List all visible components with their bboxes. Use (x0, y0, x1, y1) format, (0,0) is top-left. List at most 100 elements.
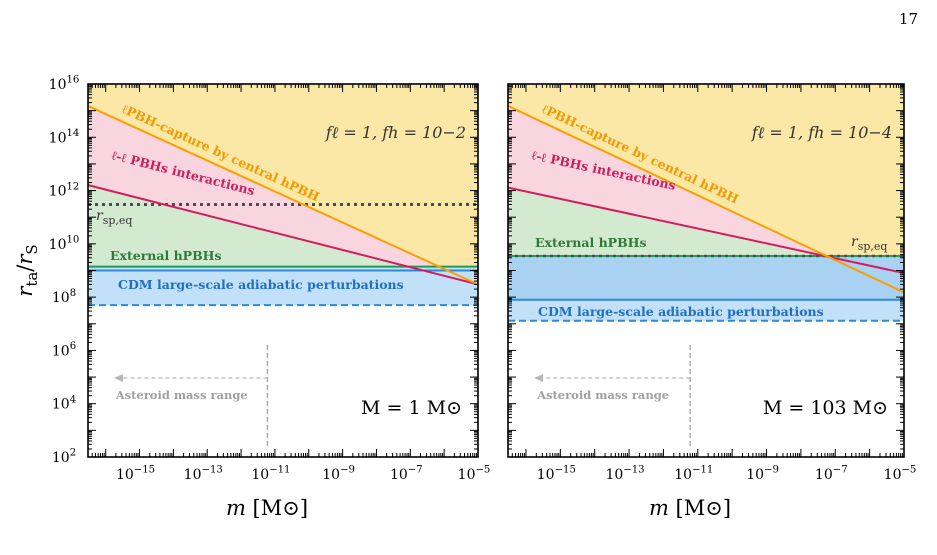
x-tick-label-base: 10 (390, 467, 408, 483)
x-tick-label-exp: −13 (623, 465, 644, 476)
label-external-hpbh: External hPBHs (535, 235, 646, 250)
region-cdm-light (508, 299, 904, 321)
asteroid-arrow-head (114, 374, 123, 382)
y-tick-label: 108 (52, 288, 76, 306)
y-tick-label-base: 10 (52, 397, 70, 413)
y-tick-label: 1014 (49, 128, 80, 146)
label-rsp-sub: sp,eq (858, 240, 888, 253)
y-tick-label-exp: 8 (70, 288, 76, 299)
x-tick-label: 10−15 (116, 465, 155, 483)
label-rsp-eq: rsp,eq (851, 234, 887, 253)
x-tick-label-base: 10 (458, 467, 476, 483)
x-axis-label-var: m (649, 496, 669, 520)
y-tick-label-base: 10 (52, 343, 70, 359)
x-tick-label: 10−9 (322, 465, 355, 483)
line-capture (88, 105, 478, 286)
region-capture (88, 84, 478, 285)
label-rsp-base: r (96, 208, 104, 224)
x-tick-label: 10−7 (815, 465, 848, 483)
x-tick-label: 10−5 (458, 465, 491, 483)
x-tick-label: 10−13 (184, 465, 223, 483)
x-tick-label-base: 10 (746, 467, 764, 483)
y-label-r1: r (13, 285, 37, 297)
x-tick-label-exp: −9 (764, 465, 779, 476)
label-rsp-base: r (851, 234, 859, 250)
region-cdm (88, 266, 478, 306)
mass-label: M = 1 M⊙ (361, 397, 462, 419)
y-tick-label-exp: 14 (67, 128, 80, 139)
region-cdm-dark (508, 256, 904, 300)
label-cdm: CDM large-scale adiabatic perturbations (538, 304, 824, 319)
x-tick-label-exp: −11 (692, 465, 713, 476)
x-axis-label-var: m (226, 496, 246, 520)
x-tick-label-exp: −13 (202, 465, 223, 476)
asteroid-label: Asteroid mass range (115, 388, 248, 402)
asteroid-label: Asteroid mass range (536, 388, 669, 402)
y-tick-label-base: 10 (52, 290, 70, 306)
x-tick-label: 10−11 (674, 465, 713, 483)
y-tick-label-base: 10 (49, 237, 67, 253)
x-tick-label-base: 10 (251, 467, 269, 483)
y-tick-label: 1010 (49, 235, 80, 253)
x-tick-label: 10−7 (390, 465, 423, 483)
x-tick-label: 10−5 (884, 465, 917, 483)
label-external-hpbh: External hPBHs (110, 248, 221, 263)
line-ll-interactions (88, 184, 478, 286)
x-tick-label: 10−13 (606, 465, 645, 483)
y-label-sub1: ta (23, 272, 41, 287)
x-axis-label: m [M⊙] (649, 496, 731, 520)
region-capture (508, 84, 904, 293)
y-tick-label-exp: 10 (67, 235, 80, 246)
x-tick-label-exp: −5 (475, 465, 490, 476)
y-tick-label-exp: 6 (70, 341, 76, 352)
x-tick-label-base: 10 (537, 467, 555, 483)
page-number: 17 (898, 10, 918, 28)
y-tick-label-base: 10 (49, 130, 67, 146)
y-label-sub2: S (23, 244, 41, 254)
y-tick-label: 102 (52, 448, 76, 466)
y-tick-label-exp: 4 (70, 394, 76, 405)
x-axis-label-unit: [M⊙] (246, 496, 308, 520)
x-tick-label: 10−15 (537, 465, 576, 483)
plot-area: Asteroid mass range (508, 84, 904, 449)
y-tick-label-base: 10 (49, 77, 67, 93)
line-ll-interactions (508, 186, 904, 275)
ticks (507, 83, 905, 458)
x-tick-label-base: 10 (674, 467, 692, 483)
x-tick-label-base: 10 (815, 467, 833, 483)
x-tick-label-exp: −15 (555, 465, 576, 476)
y-tick-label: 106 (52, 341, 76, 359)
x-tick-label-exp: −9 (340, 465, 355, 476)
y-tick-label-exp: 2 (70, 448, 76, 459)
y-label-r2: r (13, 253, 37, 265)
label-rsp-eq: rsp,eq (96, 208, 132, 227)
x-tick-label: 10−11 (251, 465, 290, 483)
asteroid-arrow-head (534, 374, 543, 382)
y-tick-label-exp: 16 (67, 75, 80, 86)
y-tick-label: 1016 (49, 75, 80, 93)
y-tick-label-exp: 12 (67, 181, 80, 192)
x-tick-label-exp: −7 (833, 465, 848, 476)
x-tick-label-exp: −11 (269, 465, 290, 476)
x-tick-label-base: 10 (184, 467, 202, 483)
label-cdm: CDM large-scale adiabatic perturbations (118, 277, 404, 292)
plot-area: Asteroid mass range (88, 84, 478, 449)
y-tick-label: 1012 (49, 181, 80, 199)
x-tick-label-exp: −15 (134, 465, 155, 476)
x-tick-label-base: 10 (322, 467, 340, 483)
x-axis-label: m [M⊙] (226, 496, 308, 520)
y-axis-label: rta/rS (13, 244, 41, 296)
line-capture (508, 105, 904, 294)
label-rsp-sub: sp,eq (103, 214, 133, 227)
params-label: fℓ = 1, fh = 10−4 (751, 123, 892, 142)
x-tick-label-base: 10 (606, 467, 624, 483)
x-tick-label-base: 10 (116, 467, 134, 483)
y-tick-label: 104 (52, 394, 76, 412)
x-axis-label-unit: [M⊙] (669, 496, 731, 520)
y-tick-label-base: 10 (49, 184, 67, 200)
params-label: fℓ = 1, fh = 10−2 (325, 123, 466, 142)
mass-label: M = 103 M⊙ (763, 397, 888, 419)
